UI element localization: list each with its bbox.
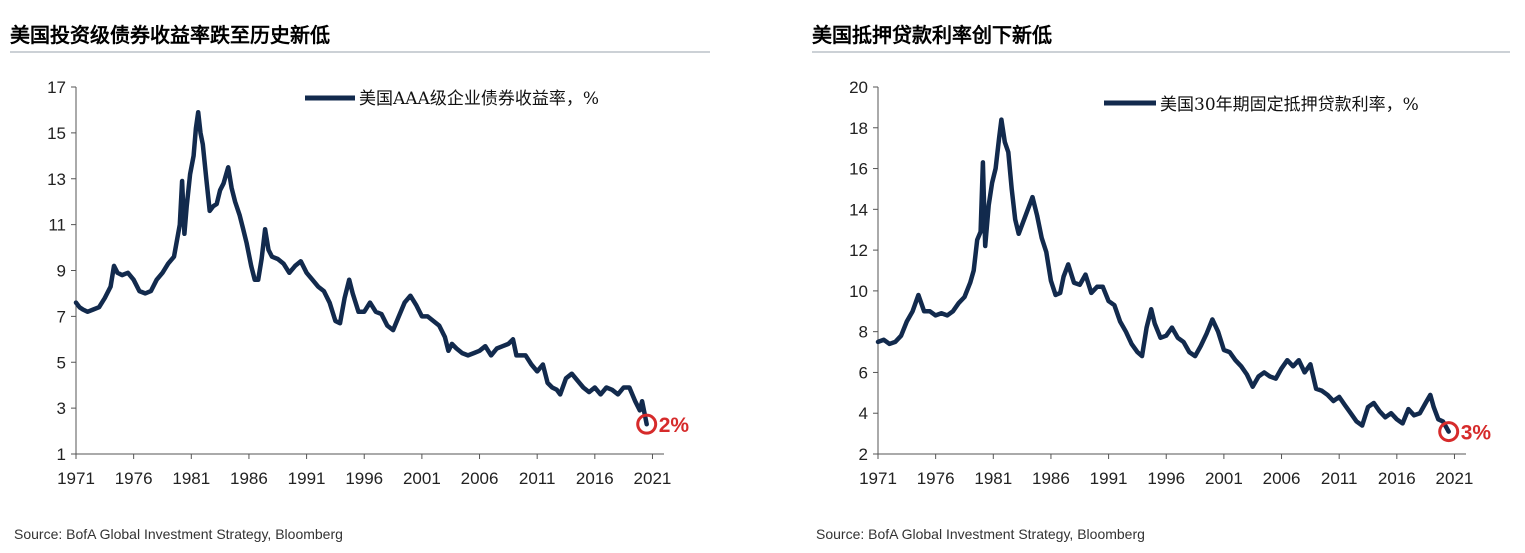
x-tick-label: 1996: [1147, 469, 1185, 488]
end-point-circle: [1438, 421, 1460, 443]
y-tick-label: 13: [47, 170, 66, 189]
y-tick-label: 9: [57, 262, 66, 281]
y-tick-label: 2: [859, 445, 868, 464]
x-tick-label: 2021: [634, 469, 672, 488]
x-tick-label: 2016: [576, 469, 614, 488]
y-tick-label: 18: [849, 119, 868, 138]
y-tick-label: 11: [48, 216, 66, 235]
chart-left-title: 美国投资级债券收益率跌至历史新低: [10, 23, 330, 47]
x-tick-label: 1991: [1090, 469, 1128, 488]
y-tick-label: 16: [849, 160, 868, 179]
x-tick-label: 1981: [974, 469, 1012, 488]
chart-right-legend-label: 美国30年期固定抵押贷款利率，%: [1160, 95, 1419, 115]
y-tick-label: 1: [57, 445, 66, 464]
y-tick-label: 12: [849, 241, 868, 260]
chart-left-end-marker: 2%: [636, 413, 690, 437]
x-tick-label: 2021: [1436, 469, 1474, 488]
x-tick-label: 1971: [859, 469, 897, 488]
x-tick-label: 2006: [1263, 469, 1301, 488]
chart-right-title: 美国抵押贷款利率创下新低: [812, 23, 1052, 47]
chart-left-legend: 美国AAA级企业债券收益率，%: [305, 89, 599, 109]
chart-right: 美国抵押贷款利率创下新低 2 4 6 8 10 12 14 16 18 20 1971 1976 198…: [812, 23, 1510, 542]
x-tick-label: 2016: [1378, 469, 1416, 488]
chart-right-series-line: [875, 117, 1451, 434]
end-point-label: 2%: [659, 414, 690, 437]
y-tick-label: 20: [849, 78, 868, 97]
chart-right-source: Source: BofA Global Investment Strategy,…: [816, 526, 1145, 542]
chart-right-legend: 美国30年期固定抵押贷款利率，%: [1104, 95, 1419, 115]
x-tick-label: 2001: [403, 469, 441, 488]
chart-left-series-line: [73, 109, 649, 427]
y-tick-label: 7: [57, 307, 66, 326]
x-tick-label: 2006: [461, 469, 499, 488]
y-tick-label: 6: [859, 363, 868, 382]
y-tick-label: 14: [849, 200, 868, 219]
y-tick-label: 8: [859, 323, 868, 342]
chart-left-legend-label: 美国AAA级企业债券收益率，%: [359, 89, 599, 109]
chart-right-axes: 2 4 6 8 10 12 14 16 18 20 1971 1976 1981 1986 1991 1996…: [849, 78, 1473, 488]
x-tick-label: 1996: [345, 469, 383, 488]
y-tick-label: 4: [859, 404, 868, 423]
x-tick-label: 2011: [1321, 469, 1358, 488]
x-tick-label: 1976: [917, 469, 955, 488]
x-tick-label: 1991: [288, 469, 326, 488]
end-point-circle: [636, 413, 658, 435]
x-tick-label: 1986: [230, 469, 268, 488]
x-tick-label: 1976: [115, 469, 153, 488]
x-tick-label: 2001: [1205, 469, 1243, 488]
x-tick-label: 1981: [172, 469, 210, 488]
end-point-label: 3%: [1461, 422, 1492, 445]
y-tick-label: 3: [57, 399, 66, 418]
x-tick-label: 2011: [519, 469, 556, 488]
y-tick-label: 10: [849, 282, 868, 301]
chart-right-end-marker: 3%: [1438, 421, 1492, 445]
x-tick-label: 1971: [57, 469, 95, 488]
y-tick-label: 17: [47, 78, 66, 97]
y-tick-label: 15: [47, 124, 66, 143]
y-tick-label: 5: [57, 353, 66, 372]
x-tick-label: 1986: [1032, 469, 1070, 488]
chart-left-source: Source: BofA Global Investment Strategy,…: [14, 526, 343, 542]
